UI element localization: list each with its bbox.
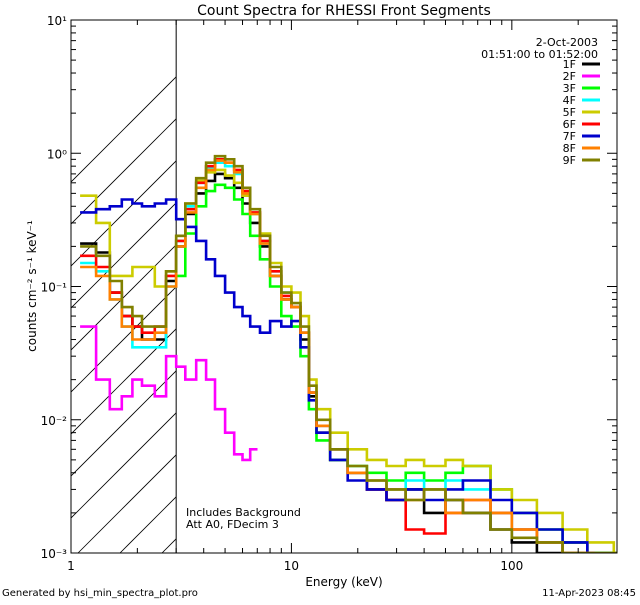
series-3F [176,183,617,553]
note-background: Includes Background [186,506,301,519]
legend-label-7F: 7F [563,130,576,143]
y-tick-label: 10¹ [47,14,67,28]
y-tick-label: 10⁻² [41,414,68,428]
legend-label-1F: 1F [563,58,576,71]
legend-label-8F: 8F [563,142,576,155]
series-8F [80,159,595,553]
x-axis-label: Energy (keV) [305,575,382,589]
hatch-line [246,20,640,553]
legend-label-2F: 2F [563,70,576,83]
hatch-line [71,202,177,309]
legend-label-9F: 9F [563,154,576,167]
x-tick-label: 1 [67,559,75,573]
series-1F [80,172,617,553]
legend-label-4F: 4F [563,94,576,107]
series-2F [80,325,258,462]
legend-label-3F: 3F [563,82,576,95]
hatch-line [77,454,177,553]
chart-title: Count Spectra for RHESSI Front Segments [197,3,491,19]
series-6F [80,158,595,553]
legend-date: 2-Oct-2003 [536,36,598,49]
legend-time-range: 01:51:00 to 01:52:00 [481,48,598,61]
series-7F [80,198,595,553]
hatch-line [624,20,640,553]
footer-timestamp: 11-Apr-2023 08:45 [542,588,636,599]
legend-label-5F: 5F [563,106,576,119]
y-tick-label: 10⁻³ [41,547,68,561]
note-attenuator: Att A0, FDecim 3 [186,518,279,531]
hatch-line [71,244,177,351]
hatch-line [71,76,177,183]
x-tick-label: 10 [284,559,299,573]
y-tick-label: 10⁰ [47,147,67,161]
hatch-line [71,370,177,477]
attenuator-hatch-region [71,20,640,553]
footer-generated-by: Generated by hsi_min_spectra_plot.pro [2,588,198,599]
series-5F [80,168,617,553]
legend-label-6F: 6F [563,118,576,131]
y-axis-label: counts cm⁻² s⁻¹ keV⁻¹ [25,220,39,352]
hatch-line [71,412,177,519]
series-9F [80,154,617,553]
x-tick-label: 100 [500,559,523,573]
y-tick-label: 10⁻¹ [41,281,68,295]
